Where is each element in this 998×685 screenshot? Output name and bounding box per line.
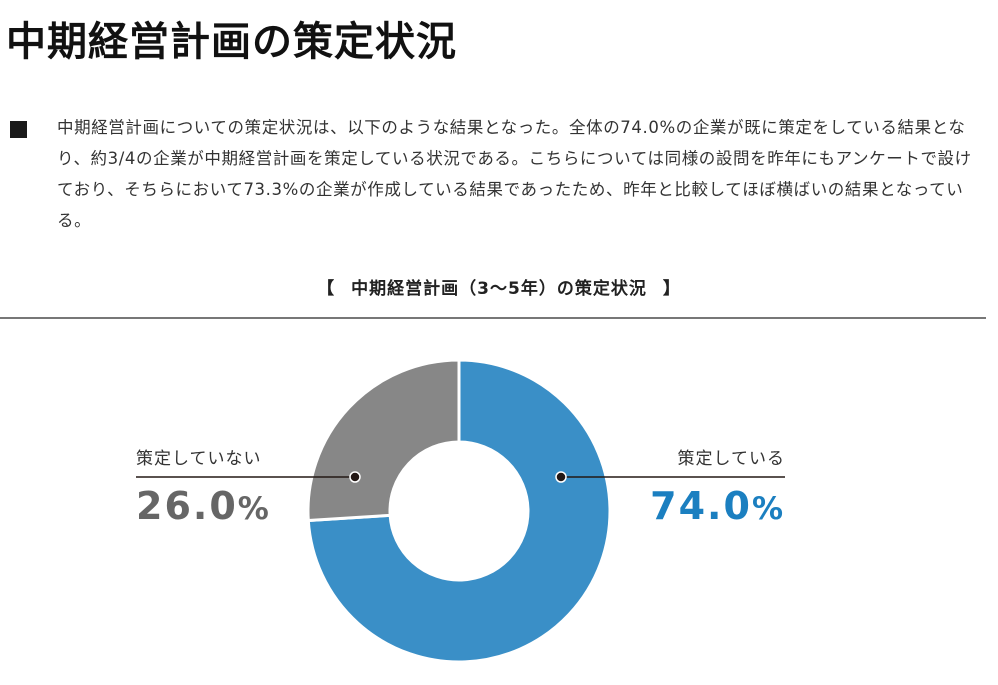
- leader-dot: [349, 471, 361, 483]
- chart-title-close-bracket: 】: [662, 279, 681, 299]
- page-title: 中期経営計画の策定状況: [6, 19, 457, 65]
- slice-value-number: 74.0: [650, 484, 752, 528]
- slice-label-planned: 策定している: [677, 449, 785, 469]
- leader-dot: [555, 471, 567, 483]
- chart-title-open-bracket: 【: [317, 279, 336, 299]
- leader-lines: [136, 471, 785, 483]
- slice-value-unit: %: [751, 491, 785, 527]
- donut-slices: [306, 358, 612, 664]
- slice-label-not-planned: 策定していない: [136, 449, 262, 469]
- slice-value-unit: %: [237, 491, 271, 527]
- slice-value-planned: 74.0%: [650, 484, 785, 528]
- slice-value-number: 26.0: [136, 484, 238, 528]
- bullet-square-icon: [10, 121, 27, 138]
- chart-title: 【中期経営計画（3〜5年）の策定状況】: [0, 274, 998, 299]
- donut-slice-planned: [306, 358, 612, 664]
- slice-value-not-planned: 26.0%: [136, 484, 271, 528]
- summary-text: 中期経営計画についての策定状況は、以下のような結果となった。全体の74.0%の企…: [57, 118, 972, 230]
- chart-title-text: 中期経営計画（3〜5年）の策定状況: [351, 279, 647, 299]
- divider-line: [0, 317, 986, 319]
- donut-slice-not-planned: [306, 358, 461, 523]
- summary-paragraph: 中期経営計画についての策定状況は、以下のような結果となった。全体の74.0%の企…: [10, 112, 990, 236]
